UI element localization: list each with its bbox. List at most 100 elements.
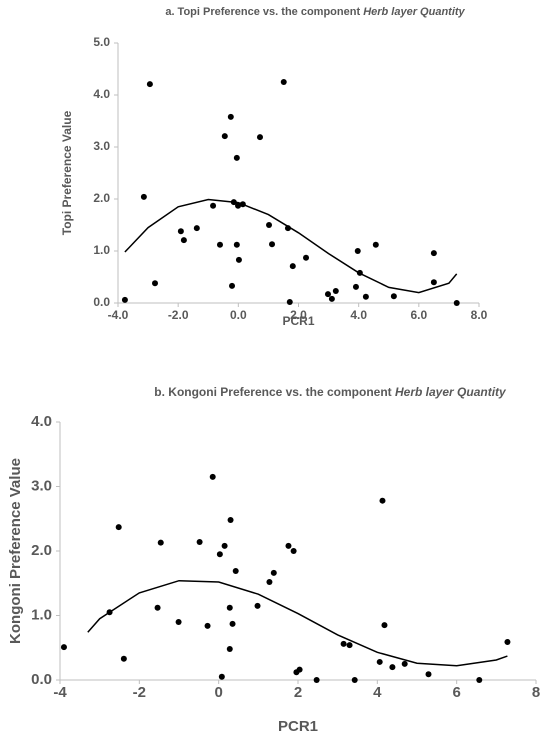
point (390, 293, 397, 300)
point (235, 256, 242, 263)
point (381, 622, 388, 629)
point (216, 551, 223, 558)
point (227, 113, 234, 120)
chart-title: a. Topi Preference vs. the component Her… (165, 6, 465, 18)
trendline (124, 198, 458, 294)
y-axis-title: Kongoni Preference Value (7, 458, 24, 644)
point (216, 241, 223, 248)
point (196, 538, 203, 545)
point (266, 578, 273, 585)
x-tick-label: -4.0 (108, 308, 129, 322)
point (476, 677, 483, 683)
point (193, 225, 200, 232)
point (218, 673, 225, 680)
point (270, 569, 277, 576)
title-emphasis: Herb layer Quantity (395, 385, 507, 399)
x-tick-label: 0 (214, 684, 222, 701)
point (379, 497, 386, 504)
x-tick-label: 6 (452, 684, 460, 701)
point (303, 254, 310, 261)
point (157, 539, 164, 546)
x-tick-label: 4 (373, 684, 382, 701)
point (280, 79, 287, 85)
x-axis-title: PCR1 (282, 314, 314, 328)
point (209, 473, 216, 480)
y-axis-title: Topi Preference Value (60, 110, 74, 235)
y-tick-label: 1.0 (31, 606, 52, 623)
point (401, 660, 408, 667)
point (175, 618, 182, 625)
y-tick-label: 2.0 (93, 191, 110, 205)
point (229, 620, 236, 627)
y-tick-label: 3.0 (93, 139, 110, 153)
point (362, 293, 369, 300)
point (180, 237, 187, 244)
point (232, 567, 239, 574)
point (324, 291, 331, 298)
title-text: a. Topi Preference vs. the component (165, 6, 360, 18)
point (229, 282, 236, 289)
point (453, 300, 460, 306)
point (376, 658, 383, 665)
point (235, 202, 242, 209)
point (269, 241, 276, 248)
point (266, 222, 273, 228)
point (140, 193, 147, 200)
title-text: b. Kongoni Preference vs. the component (154, 385, 391, 399)
point (233, 154, 240, 161)
title-emphasis: Herb layer Quantity (363, 6, 465, 18)
x-tick-label: 2 (294, 684, 302, 701)
point (296, 666, 303, 673)
x-tick-label: 2.0 (290, 308, 307, 322)
point (332, 288, 339, 295)
x-axis-title: PCR1 (278, 718, 318, 735)
y-tick-label: 2.0 (31, 542, 52, 559)
x-tick-label: 4.0 (350, 308, 367, 322)
x-tick-label: -2 (133, 684, 146, 701)
y-tick-label: 4.0 (93, 87, 110, 101)
point (254, 602, 261, 609)
point (60, 644, 67, 651)
point (351, 677, 358, 683)
point (346, 642, 353, 649)
point (146, 81, 153, 88)
point (289, 263, 296, 270)
point (204, 622, 211, 629)
point (226, 646, 233, 653)
point (340, 640, 347, 647)
point (372, 241, 379, 248)
chart-title: b. Kongoni Preference vs. the component … (154, 385, 507, 399)
point (504, 638, 511, 645)
point (226, 604, 233, 611)
point (256, 134, 263, 141)
x-tick-label: -2.0 (168, 308, 189, 322)
point (121, 296, 128, 303)
point (389, 664, 396, 671)
trendline (87, 579, 508, 667)
y-tick-label: 3.0 (31, 477, 52, 494)
y-tick-label: 5.0 (93, 35, 110, 49)
point (152, 280, 159, 287)
y-tick-label: 1.0 (93, 243, 110, 257)
point (177, 228, 184, 235)
y-tick-label: 0.0 (31, 671, 52, 688)
y-tick-label: 0.0 (93, 295, 110, 309)
point (425, 671, 432, 678)
point (115, 524, 122, 531)
point (285, 542, 292, 549)
x-tick-label: 8.0 (471, 308, 488, 322)
x-tick-label: 0.0 (230, 308, 247, 322)
point (286, 298, 293, 305)
y-tick-label: 4.0 (31, 413, 52, 430)
point (227, 517, 234, 524)
point (430, 279, 437, 286)
x-tick-label: 6.0 (410, 308, 427, 322)
point (328, 295, 335, 302)
point (154, 604, 161, 611)
point (120, 655, 127, 662)
point (354, 248, 361, 254)
point (313, 677, 320, 683)
x-tick-label: -4 (53, 684, 67, 701)
